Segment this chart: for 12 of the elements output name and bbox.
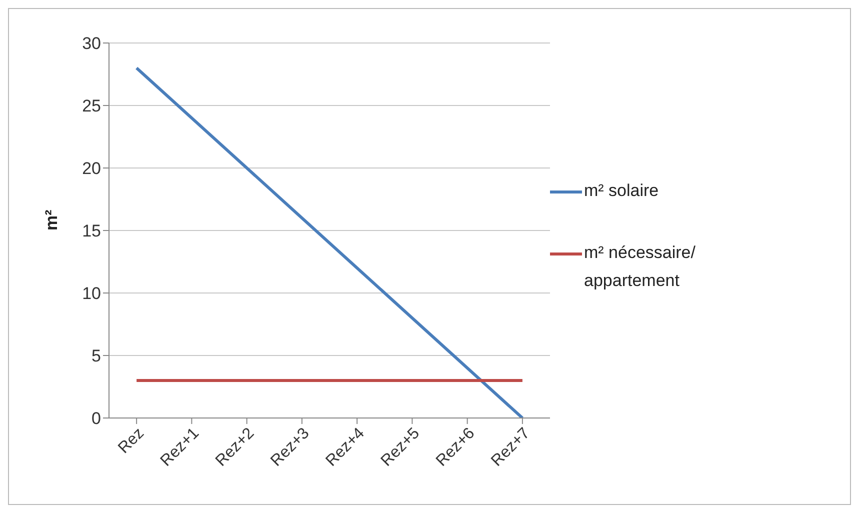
y-tick-label: 5 [92, 346, 101, 366]
y-tick-label: 20 [82, 159, 101, 178]
y-tick-label: 30 [82, 34, 101, 54]
y-tick-label: 10 [82, 284, 101, 304]
line-series [135, 66, 524, 418]
y-tick-label: 0 [92, 409, 101, 428]
legend-label: m² solaire [584, 180, 659, 202]
legend-label: m² nécessaire/appartement [584, 242, 696, 292]
y-tick-label: 15 [82, 222, 101, 241]
y-tick-label: 25 [82, 96, 101, 116]
y-axis-title: m² [42, 209, 62, 230]
x-tick-label: Rez [115, 424, 148, 457]
